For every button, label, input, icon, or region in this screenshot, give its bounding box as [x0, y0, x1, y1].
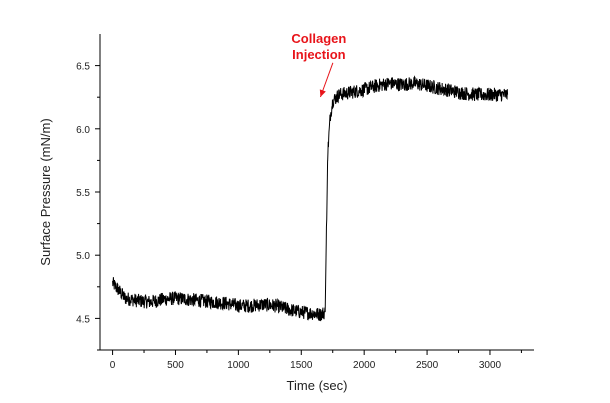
annotation-label: Injection [292, 47, 346, 62]
surface-pressure-line [112, 75, 509, 322]
x-tick-label: 3000 [479, 360, 502, 371]
x-tick-label: 500 [167, 360, 184, 371]
y-tick-label: 5.5 [76, 188, 90, 199]
y-tick-label: 4.5 [76, 314, 90, 325]
x-tick-label: 0 [110, 360, 116, 371]
y-axis-title: Surface Pressure (mN/m) [38, 118, 53, 265]
x-tick-label: 2500 [416, 360, 439, 371]
x-tick-label: 1500 [290, 360, 313, 371]
x-axis-title: Time (sec) [287, 378, 348, 393]
y-ticks: 4.5 5.0 5.5 6.0 6.5 [76, 62, 100, 351]
series-group [112, 75, 509, 322]
y-tick-label: 6.5 [76, 62, 90, 73]
y-tick-label: 6.0 [76, 125, 90, 136]
annotation-arrowhead [319, 89, 326, 97]
x-tick-label: 1000 [227, 360, 250, 371]
annotation-label: Collagen [291, 31, 346, 46]
x-ticks: 0 500 1000 1500 2000 2500 3000 [110, 350, 522, 371]
x-tick-label: 2000 [353, 360, 376, 371]
y-tick-label: 5.0 [76, 251, 90, 262]
